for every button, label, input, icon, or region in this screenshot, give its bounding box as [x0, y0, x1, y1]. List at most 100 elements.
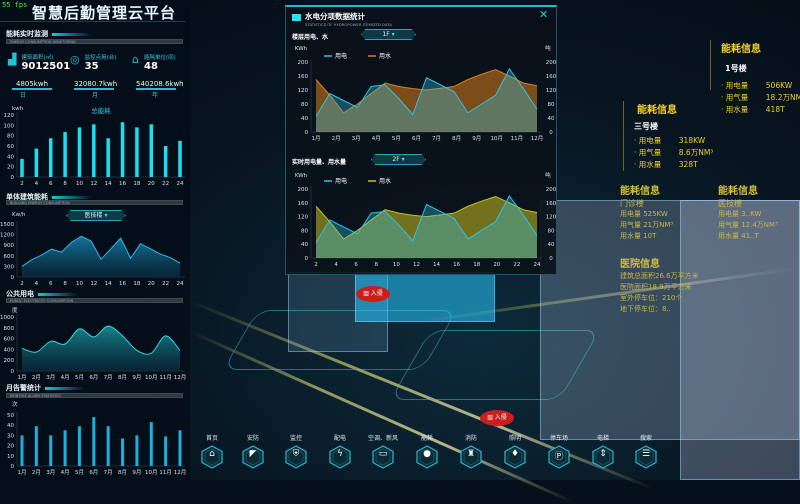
nav-glyph: ⛨ — [285, 449, 307, 459]
total-day: 4805kwh 日 — [12, 80, 52, 99]
nav-glyph: ● — [416, 449, 438, 459]
alarm-label: 入侵 — [371, 290, 383, 297]
floor-dropdown-1[interactable]: 1F ▾ — [361, 29, 416, 40]
ghost-row: 用电量 3..KW — [718, 209, 778, 220]
intrusion-alarm-pin[interactable]: ▥ 入侵 — [356, 286, 390, 302]
info-card-building: 1号楼 — [725, 63, 800, 74]
info-key: 用电量 — [639, 135, 679, 147]
ghost-row: 用气量 21万NM³ — [620, 220, 673, 231]
nav-item-camera[interactable]: 安防 ◤ — [231, 433, 275, 469]
nav-label: 电梯 — [581, 433, 625, 443]
bulb-icon: ♦ — [504, 445, 526, 469]
ghost-row: 建筑总面积26.6万平方米 — [620, 271, 699, 282]
total-value: 540208.6kwh — [136, 80, 184, 88]
nav-item-search-list[interactable]: 搜索 ☰ — [624, 433, 668, 469]
ghost-card-title: 能耗信息 — [718, 185, 778, 198]
total-label: 年 — [136, 90, 184, 99]
ghost-info-card: 能耗信息 医技楼 用电量 3..KW 用气量 12.4万NM³ 用水量 41..… — [718, 185, 778, 242]
total-label: 日 — [12, 90, 52, 99]
hydropower-stats-popup: 水电分项数据统计 STATISTICS OF HYDROPOWER ITEMIZ… — [285, 5, 557, 275]
ghost-row: 室外停车位：210个 — [620, 293, 699, 304]
info-value: 506KW — [766, 80, 792, 92]
building-dropdown[interactable]: 医技楼 ▾ — [66, 210, 126, 221]
nav-item-air-conditioner[interactable]: 空调、新风 ▭ — [361, 433, 405, 469]
left-panel: 55 fps 智慧后勤管理云平台 能耗实时监测 ENERGY CONSUMPTI… — [0, 0, 190, 480]
shield-icon: ⛨ — [285, 445, 307, 469]
nav-item-shield[interactable]: 监控 ⛨ — [274, 433, 318, 469]
section-subtitle-alarm: MONTHLY ALARM STATISTICS — [6, 393, 183, 398]
info-value: 318KW — [679, 135, 705, 147]
stat-value: 9012501 — [21, 61, 70, 72]
stat-monitor-points: ◎ 监控点用(台)35 — [70, 53, 116, 72]
info-card-title: 能耗信息 — [721, 40, 800, 55]
info-value: 18.2万NM³ — [766, 92, 800, 104]
popup-title: 水电分项数据统计 — [305, 11, 365, 22]
nav-item-lightning[interactable]: 配电 ϟ — [318, 433, 362, 469]
popup-title-icon — [292, 14, 301, 21]
ghost-row: 医院面积18.9万平方米 — [620, 282, 699, 293]
stat-energy-units: ⌂ 能耗单位(间)48 — [132, 53, 176, 72]
nav-label: 照明 — [493, 433, 537, 443]
nav-glyph: Ⓟ — [548, 449, 570, 462]
parking-icon: Ⓟ — [548, 445, 570, 469]
nav-glyph: ◤ — [242, 449, 264, 459]
nav-label: 搜索 — [624, 433, 668, 443]
nav-label: 首页 — [190, 433, 234, 443]
nav-item-elevator[interactable]: 电梯 ⇕ — [581, 433, 625, 469]
ghost-card-building: 医技楼 — [718, 198, 778, 209]
house-energy-icon: ⌂ — [132, 53, 139, 72]
nav-label: 监控 — [274, 433, 318, 443]
section-title-monitor: 能耗实时监测 — [6, 29, 92, 39]
building-chart-icon: ▟ — [8, 53, 16, 72]
section-subtitle-monitor: ENERGY CONSUMPTION MONITORING — [6, 39, 183, 44]
ghost-hospital-card: 医院信息 建筑总面积26.6万平方米 医院面积18.9万平方米 室外停车位：21… — [620, 258, 699, 315]
alarm-icon: ▥ — [487, 414, 493, 421]
ghost-row: 用水量 10T — [620, 231, 673, 242]
nav-label: 能耗 — [405, 433, 449, 443]
nav-glyph: ⌂ — [201, 449, 223, 459]
ghost-card-title: 医院信息 — [620, 258, 699, 271]
drop-icon: ● — [416, 445, 438, 469]
info-card-title: 能耗信息 — [637, 101, 713, 116]
alarm-label: 入侵 — [495, 414, 507, 421]
total-value: 4805kwh — [12, 80, 52, 88]
home-icon: ⌂ — [201, 445, 223, 469]
nav-glyph: ϟ — [329, 449, 351, 459]
fps-counter: 55 fps — [2, 1, 27, 9]
elevator-icon: ⇕ — [592, 445, 614, 469]
app-title: 智慧后勤管理云平台 — [32, 2, 176, 23]
nav-item-drop[interactable]: 能耗 ● — [405, 433, 449, 469]
nav-glyph: ▭ — [372, 449, 394, 459]
ghost-card-title: 能耗信息 — [620, 185, 673, 198]
intrusion-alarm-pin[interactable]: ▥ 入侵 — [480, 410, 514, 426]
nav-item-hydrant[interactable]: 消防 ♜ — [449, 433, 493, 469]
nav-item-home[interactable]: 首页 ⌂ — [190, 433, 234, 469]
nav-label: 停车场 — [537, 433, 581, 443]
camera-icon: ◤ — [242, 445, 264, 469]
floor-dropdown-2[interactable]: 2F ▾ — [371, 154, 426, 165]
popup-subtitle: STATISTICS OF HYDROPOWER ITEMIZED DATA — [305, 22, 392, 27]
info-value: 328T — [679, 159, 698, 171]
nav-item-parking[interactable]: 停车场 Ⓟ — [537, 433, 581, 469]
info-key: 用电量 — [726, 80, 766, 92]
section-subtitle-building: BUILDING ENERGY CONSUMPTION — [6, 200, 183, 205]
dropdown-value: 医技楼 — [85, 212, 103, 219]
floor-usage-label: 楼层用电、水 — [292, 32, 328, 41]
nav-item-bulb[interactable]: 照明 ♦ — [493, 433, 537, 469]
ghost-info-card: 能耗信息 门诊楼 用电量 525KW 用气量 21万NM³ 用水量 10T — [620, 185, 673, 242]
nav-glyph: ♦ — [504, 449, 526, 459]
nav-glyph: ☰ — [635, 449, 657, 459]
stat-label: 能耗单位(间) — [144, 53, 176, 61]
close-icon[interactable]: ✕ — [539, 8, 548, 21]
lightning-icon: ϟ — [329, 445, 351, 469]
chevron-down-icon: ▾ — [104, 212, 107, 219]
